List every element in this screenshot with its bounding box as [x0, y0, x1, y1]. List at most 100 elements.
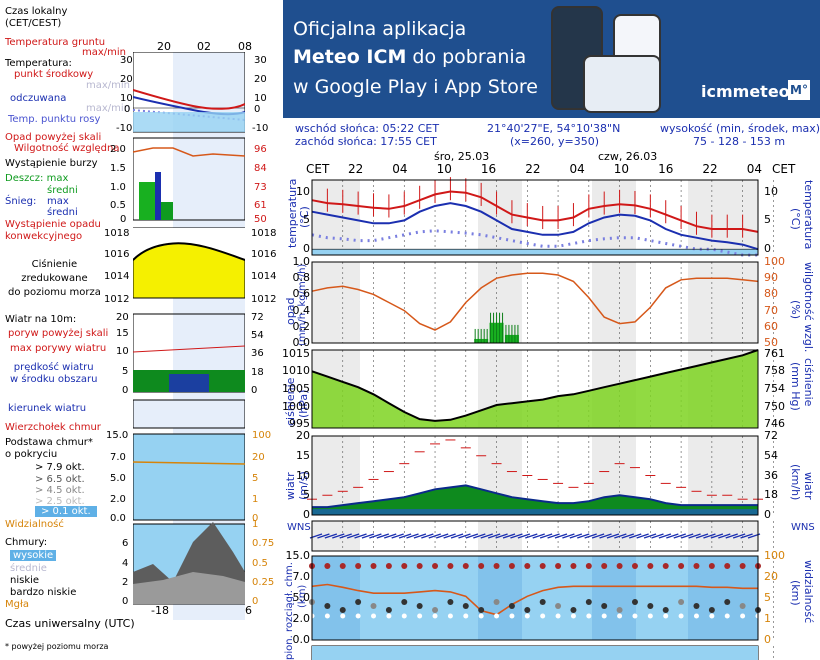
- temp-max-line: [311, 190, 759, 233]
- wind-dir-arrow: [740, 533, 753, 539]
- humid-axis-84: 84: [254, 163, 267, 174]
- night-band-temp-1: [478, 180, 522, 255]
- cloud-base-dot: [324, 603, 331, 609]
- cloud-base-dot: [616, 607, 623, 613]
- cl-axis-4: 4: [122, 558, 129, 569]
- vis-axis-20: 20: [252, 452, 265, 463]
- bottom-tick-m18: -18: [151, 604, 169, 617]
- hour-label: 04: [746, 162, 762, 176]
- sky-fill: [312, 249, 758, 255]
- wind-dir-arrow: [547, 533, 560, 539]
- cloud-low-dot: [540, 613, 546, 619]
- temp-axis-30: 30: [120, 55, 133, 66]
- precip-axis-15: 1.5: [110, 163, 126, 174]
- cloud-base-dot: [662, 607, 669, 613]
- cloud-top-dot: [631, 563, 638, 569]
- panel-frame-press: [311, 349, 759, 429]
- cloud-top-dot: [739, 563, 746, 569]
- night-band-wind-0: [312, 436, 360, 515]
- panel-frame-dir: [311, 520, 759, 552]
- wind-dir-arrow: [680, 533, 694, 539]
- hour-label: 16: [658, 162, 674, 176]
- hour-label: 22: [348, 162, 364, 176]
- vis-axis-100: 100: [252, 430, 272, 441]
- cl-axis-r-05: 0.5: [252, 558, 268, 569]
- visibility-label: Widzialność: [5, 519, 64, 530]
- panel-frame-wind: [311, 435, 759, 516]
- cloud-base-dot: [462, 603, 469, 609]
- cloud-top-dot: [570, 563, 577, 569]
- wind-dir-arrow: [525, 533, 538, 539]
- pressure-fill: [312, 350, 758, 428]
- cloud-low-dot: [401, 613, 407, 619]
- panel-bg-precip: [312, 262, 758, 343]
- wind-dir-arrow: [666, 533, 679, 539]
- wind-dir-arrow: [688, 533, 701, 539]
- vis-panel-unit: (km): [789, 580, 802, 606]
- cloud-top-dot: [370, 563, 377, 569]
- press-axis-right: 758: [764, 364, 785, 378]
- okt-79: > 7.9 okt.: [35, 462, 85, 473]
- wind-dir-arrow: [621, 533, 635, 539]
- ground-temp-units: max/min: [82, 47, 127, 58]
- cloud-low-dot: [724, 613, 730, 619]
- precip-axis-left: 1.0: [292, 255, 311, 268]
- temp-axis-left: 10: [296, 184, 310, 198]
- snow-label: Śnieg:: [5, 196, 37, 207]
- press-panel-label-right: ciśnienie: [802, 358, 815, 407]
- temp-axis-r-m10: -10: [252, 123, 269, 134]
- cloud-low-dot: [371, 613, 377, 619]
- press-axis-1018: 1018: [104, 228, 130, 239]
- cloud-base-label: Podstawa chmur* o pokryciu: [5, 437, 93, 460]
- wind-dir-arrow: [376, 533, 390, 539]
- cloud-low-dot: [709, 613, 715, 619]
- height-label: wysokość (min, środek, max): [660, 122, 820, 135]
- app-promo-banner[interactable]: Oficjalna aplikacja Meteo ICM do pobrani…: [283, 0, 820, 118]
- cloud-low-dot: [417, 613, 423, 619]
- wind-dir-arrow: [354, 533, 367, 539]
- wind-label: Wiatr na 10m:: [5, 314, 77, 325]
- wind-speed-label: prędkość wiatru w środku obszaru: [10, 362, 98, 385]
- top-tick-02: 02: [197, 40, 211, 53]
- wind-dir-arrow: [391, 533, 404, 539]
- wind-dir-arrow: [346, 533, 360, 539]
- wind-dir-arrow: [569, 533, 583, 539]
- banner-app-name: Meteo ICM: [293, 46, 407, 68]
- cloud-axis-left: 7.0: [292, 570, 311, 583]
- dewpoint-label: Temp. punktu rosy: [8, 114, 101, 125]
- cloud-low-dot: [324, 613, 330, 619]
- wind-axis-left: 20: [296, 429, 310, 442]
- hour-label: 16: [480, 162, 497, 176]
- cloud-top-dot: [616, 563, 623, 569]
- temp-axis-right: 5: [764, 213, 771, 227]
- wind-axis-right: 54: [764, 448, 778, 462]
- cloud-low-dot: [663, 613, 669, 619]
- dewpoint-line: [311, 229, 758, 257]
- snow-mean-label: średni: [47, 207, 78, 218]
- fog-label: Mgła: [5, 599, 29, 610]
- cl-axis-2: 2: [122, 577, 129, 588]
- cloud-top-dot: [601, 563, 608, 569]
- cloud-base-dot: [416, 603, 423, 609]
- cloud-axis-left: 5.0: [292, 591, 311, 604]
- hour-label: 04: [569, 162, 585, 176]
- press-axis-left: 1000: [282, 399, 310, 413]
- compass-left: W N S: [287, 522, 311, 533]
- night-band-temp-0: [312, 180, 360, 255]
- night-band-wind-3: [688, 436, 758, 515]
- convective-label: Wystąpienie opadu konwekcyjnego: [5, 219, 101, 242]
- wind-dir-arrow: [435, 533, 449, 539]
- cloud-top-dot: [355, 563, 362, 569]
- okt-01: > 0.1 okt.: [35, 506, 97, 517]
- cloud-night-2: [592, 556, 636, 640]
- cloud-axis-15: 15.0: [106, 430, 129, 441]
- wind-dir-arrow: [725, 533, 738, 539]
- cloud-bg: [312, 556, 758, 640]
- wind-dir-arrow: [599, 533, 612, 539]
- wind-dir-arrow: [495, 533, 508, 539]
- humid-panel-label: wilgotność wzgl.: [802, 262, 815, 353]
- cloud-top-dot: [678, 563, 685, 569]
- panel-bg-dir: [312, 521, 758, 551]
- cloud-base-dot: [555, 603, 562, 609]
- wind-dir-arrow: [718, 533, 731, 539]
